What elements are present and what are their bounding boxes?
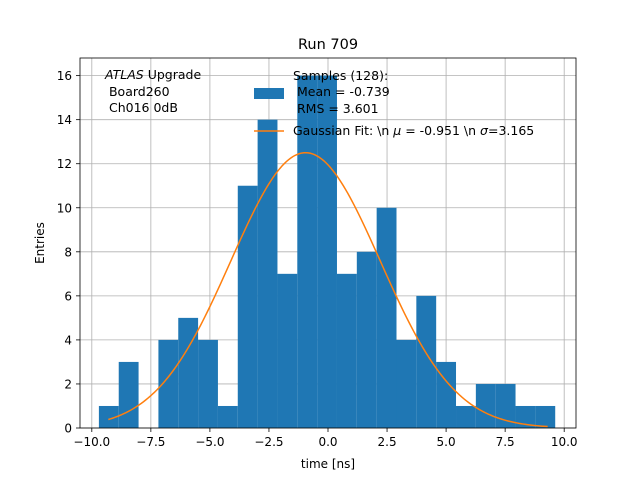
x-tick-label: 0.0 xyxy=(318,435,337,449)
y-tick-label: 14 xyxy=(57,113,72,127)
x-tick-label: 2.5 xyxy=(378,435,397,449)
atlas-label: ATLAS xyxy=(104,67,144,82)
y-tick-label: 16 xyxy=(57,69,72,83)
x-tick-label: 10.0 xyxy=(551,435,578,449)
histogram-bar xyxy=(515,405,536,428)
histogram-bar xyxy=(336,273,357,428)
legend: Samples (128): Mean = -0.739 RMS = 3.601… xyxy=(254,68,534,138)
x-tick-label: −10.0 xyxy=(73,435,110,449)
y-tick-label: 10 xyxy=(57,201,72,215)
histogram-bar xyxy=(356,251,377,428)
y-tick-label: 6 xyxy=(64,289,72,303)
histogram-bar xyxy=(237,185,258,428)
x-axis-label: time [ns] xyxy=(301,457,355,471)
annotation-line-board: Board260 xyxy=(105,84,170,99)
annotation: ATLAS Upgrade Board260 Ch016 0dB xyxy=(104,67,201,115)
gaussian-fit-line xyxy=(108,151,548,428)
x-tick-label: 7.5 xyxy=(496,435,515,449)
legend-samples-line-1: Samples (128): xyxy=(293,68,388,83)
histogram-bar xyxy=(495,383,516,428)
histogram-bar xyxy=(475,383,496,428)
histogram-bar xyxy=(436,361,457,428)
annotation-line-channel: Ch016 0dB xyxy=(105,100,178,115)
x-axis-ticks: −10.0 −7.5 −5.0 −2.5 0.0 2.5 5.0 7.5 10.0 xyxy=(73,428,578,449)
histogram-bar xyxy=(317,75,337,428)
histogram-bar xyxy=(178,317,199,428)
histogram-bar xyxy=(98,405,119,428)
chart-title: Run 709 xyxy=(298,37,358,53)
histogram-bar xyxy=(396,339,417,428)
y-tick-label: 12 xyxy=(57,157,72,171)
y-tick-label: 2 xyxy=(64,377,72,391)
x-tick-label: 5.0 xyxy=(437,435,456,449)
histogram-bar xyxy=(416,295,437,428)
histogram-bar xyxy=(118,361,139,428)
x-tick-label: −2.5 xyxy=(254,435,283,449)
legend-samples-line-3: RMS = 3.601 xyxy=(293,101,379,116)
legend-samples-line-2: Mean = -0.739 xyxy=(293,84,390,99)
y-tick-label: 8 xyxy=(64,245,72,259)
legend-swatch-samples xyxy=(254,88,284,99)
histogram-bar xyxy=(456,405,476,428)
histogram-bar xyxy=(217,405,238,428)
y-axis-label: Entries xyxy=(33,222,47,264)
y-tick-label: 0 xyxy=(64,422,72,436)
histogram-bar xyxy=(297,75,318,428)
y-tick-label: 4 xyxy=(64,333,72,347)
legend-gaussian-label: Gaussian Fit: \n μ = -0.951 \n σ=3.165 xyxy=(293,123,534,138)
histogram-bar xyxy=(158,339,179,428)
x-tick-label: −7.5 xyxy=(136,435,165,449)
histogram-bars xyxy=(98,75,556,429)
y-axis-ticks: 0 2 4 6 8 10 12 14 16 xyxy=(57,69,80,436)
x-tick-label: −5.0 xyxy=(195,435,224,449)
histogram-bar xyxy=(535,405,556,428)
annotation-upgrade: Upgrade xyxy=(144,67,202,82)
svg-text:ATLAS Upgrade: ATLAS Upgrade xyxy=(104,67,201,82)
histogram-bar xyxy=(257,119,278,429)
histogram-bar xyxy=(376,207,397,428)
histogram-bar xyxy=(198,339,218,428)
histogram-bar xyxy=(277,273,298,428)
